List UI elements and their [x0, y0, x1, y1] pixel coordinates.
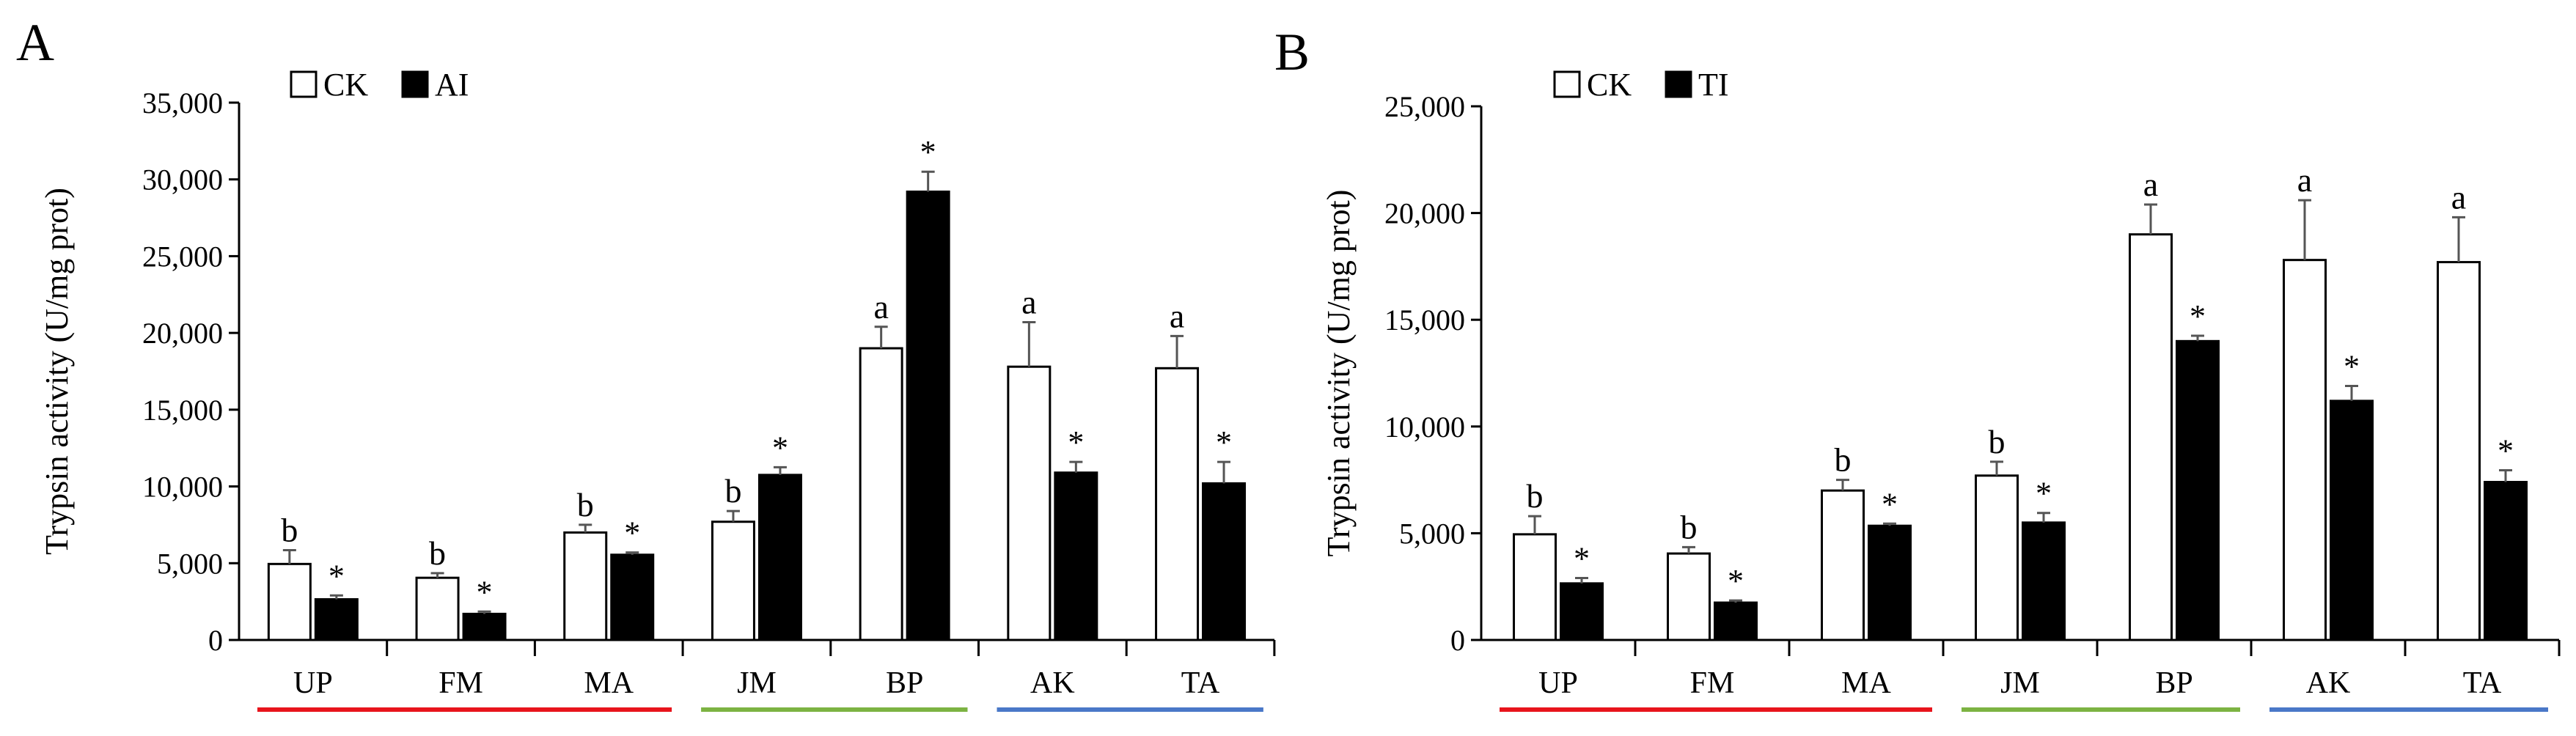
bar-ck-fm — [415, 576, 460, 641]
letter-label: b — [1527, 477, 1544, 515]
legend-label-ck: CK — [1587, 67, 1632, 103]
letter-label: a — [2451, 178, 2466, 216]
category-label: MA — [584, 666, 634, 700]
bar-ti-ta — [2484, 481, 2528, 641]
significance-star: * — [1574, 541, 1590, 577]
letter-label: a — [873, 288, 888, 325]
bar-ck-ma — [563, 531, 608, 641]
letter-label: a — [2297, 161, 2312, 199]
y-axis-title: Trypsin activity (U/mg prot) — [39, 188, 75, 555]
letter-label: a — [2143, 166, 2158, 203]
y-tick-label: 0 — [208, 624, 223, 657]
significance-star: * — [2190, 298, 2206, 334]
category-label: JM — [737, 666, 777, 700]
letter-label: b — [1681, 508, 1698, 545]
significance-star: * — [920, 134, 936, 170]
letter-label: b — [1835, 441, 1852, 479]
y-tick-label: 10,000 — [1384, 411, 1465, 444]
y-tick-label: 20,000 — [142, 317, 223, 350]
significance-star: * — [329, 558, 345, 594]
bar-ck-jm — [1975, 474, 2019, 641]
bar-ck-ak — [1007, 365, 1052, 641]
category-label: UP — [1538, 666, 1578, 700]
y-tick-label: 25,000 — [1384, 90, 1465, 123]
category-label: AK — [1030, 666, 1075, 700]
letter-label: a — [1170, 297, 1184, 334]
category-label: UP — [293, 666, 333, 700]
category-label: TA — [2463, 666, 2502, 700]
letter-label: a — [1021, 283, 1036, 320]
bar-ai-bp — [906, 190, 950, 641]
y-tick-label: 30,000 — [142, 163, 223, 196]
y-tick-label: 15,000 — [1384, 303, 1465, 336]
significance-star: * — [1728, 563, 1744, 599]
significance-star: * — [477, 574, 493, 610]
category-label: BP — [886, 666, 923, 700]
bar-ti-ak — [2330, 400, 2374, 641]
letter-label: b — [724, 472, 741, 509]
bar-ti-up — [1560, 582, 1604, 641]
y-tick-label: 20,000 — [1384, 197, 1465, 230]
category-label: TA — [1181, 666, 1220, 700]
category-label: FM — [438, 666, 483, 700]
category-label: FM — [1690, 666, 1735, 700]
bar-ai-ta — [1202, 482, 1247, 641]
letter-label: b — [1989, 423, 2006, 460]
bar-ti-jm — [2022, 521, 2066, 641]
bar-ck-ak — [2283, 259, 2327, 641]
significance-star: * — [2344, 348, 2360, 384]
bar-ck-up — [267, 562, 312, 641]
y-tick-label: 15,000 — [142, 394, 223, 427]
legend-label-ai: AI — [435, 67, 469, 103]
significance-star: * — [772, 430, 788, 465]
panel-a: A Trypsin activity (U/mg prot) 0 5,000 10,00… — [16, 13, 1276, 712]
significance-star: * — [624, 515, 640, 551]
legend-swatch-ck — [1553, 70, 1581, 98]
legend-swatch-ck — [290, 70, 318, 98]
bar-ck-bp — [2129, 233, 2173, 641]
category-label: BP — [2155, 666, 2192, 700]
bar-ck-ta — [2437, 261, 2481, 641]
bar-ck-fm — [1667, 552, 1711, 641]
category-label: AK — [2306, 666, 2351, 700]
y-tick-label: 5,000 — [1399, 517, 1465, 550]
y-tick-label: 10,000 — [142, 471, 223, 504]
significance-star: * — [1882, 486, 1898, 522]
bar-ti-fm — [1714, 601, 1758, 641]
bar-ck-up — [1513, 533, 1557, 641]
bar-ai-jm — [757, 474, 802, 641]
panel-b: B Trypsin activity (U/mg prot) 0 5,000 10,00… — [1274, 23, 2561, 712]
legend-label-ti: TI — [1698, 67, 1729, 103]
bar-ck-bp — [859, 347, 903, 641]
bar-ai-ak — [1054, 471, 1098, 641]
letter-label: b — [429, 534, 446, 572]
bar-ti-bp — [2176, 339, 2220, 641]
bar-ai-fm — [462, 612, 507, 641]
panel-label: B — [1274, 23, 1310, 81]
bar-ck-jm — [711, 520, 755, 641]
bar-ck-ta — [1155, 367, 1200, 641]
bar-ai-ma — [610, 553, 655, 641]
significance-star: * — [1068, 424, 1084, 460]
category-label: MA — [1841, 666, 1891, 700]
y-tick-label: 35,000 — [142, 87, 223, 119]
y-tick-label: 0 — [1450, 624, 1465, 657]
bar-ai-up — [314, 598, 359, 641]
bar-ck-ma — [1821, 489, 1865, 641]
bar-ti-ma — [1868, 524, 1912, 641]
legend-swatch-ti — [1665, 70, 1692, 98]
letter-label: b — [281, 511, 298, 548]
y-tick-label: 25,000 — [142, 240, 223, 273]
letter-label: b — [577, 486, 594, 523]
category-label: JM — [2000, 666, 2040, 700]
y-axis-title: Trypsin activity (U/mg prot) — [1321, 190, 1357, 557]
y-tick-label: 5,000 — [157, 547, 223, 580]
legend-label-ck: CK — [323, 67, 368, 103]
significance-star: * — [1216, 424, 1232, 460]
panel-label: A — [16, 13, 54, 72]
significance-star: * — [2498, 433, 2514, 468]
legend-swatch-ai — [401, 70, 429, 98]
significance-star: * — [2036, 476, 2052, 512]
